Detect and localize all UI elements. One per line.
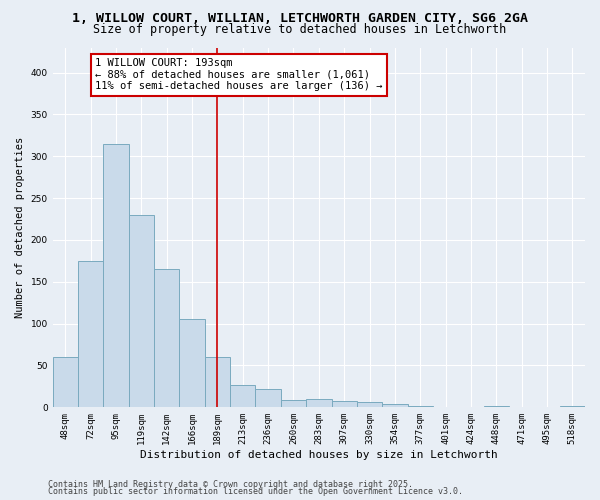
Bar <box>256 389 281 407</box>
Bar <box>154 270 179 407</box>
Bar <box>484 406 509 408</box>
Bar <box>306 399 332 407</box>
Bar <box>560 406 585 408</box>
Bar <box>129 215 154 408</box>
Bar <box>179 320 205 408</box>
Bar <box>78 261 103 408</box>
Text: 1, WILLOW COURT, WILLIAN, LETCHWORTH GARDEN CITY, SG6 2GA: 1, WILLOW COURT, WILLIAN, LETCHWORTH GAR… <box>72 12 528 26</box>
X-axis label: Distribution of detached houses by size in Letchworth: Distribution of detached houses by size … <box>140 450 498 460</box>
Bar <box>332 400 357 407</box>
Text: Size of property relative to detached houses in Letchworth: Size of property relative to detached ho… <box>94 22 506 36</box>
Text: 1 WILLOW COURT: 193sqm
← 88% of detached houses are smaller (1,061)
11% of semi-: 1 WILLOW COURT: 193sqm ← 88% of detached… <box>95 58 383 92</box>
Bar <box>205 357 230 408</box>
Bar <box>103 144 129 408</box>
Bar <box>382 404 407 407</box>
Y-axis label: Number of detached properties: Number of detached properties <box>15 137 25 318</box>
Bar <box>407 406 433 408</box>
Text: Contains public sector information licensed under the Open Government Licence v3: Contains public sector information licen… <box>48 488 463 496</box>
Bar <box>230 384 256 407</box>
Text: Contains HM Land Registry data © Crown copyright and database right 2025.: Contains HM Land Registry data © Crown c… <box>48 480 413 489</box>
Bar <box>53 357 78 408</box>
Bar <box>357 402 382 407</box>
Bar <box>281 400 306 407</box>
